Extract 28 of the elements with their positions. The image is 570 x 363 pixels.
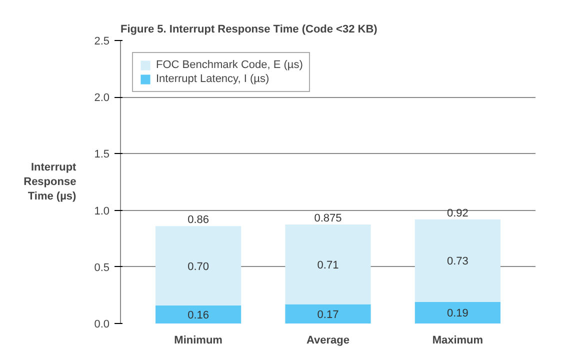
data-label: 0.73 <box>446 256 468 268</box>
data-label: 0.17 <box>317 308 339 321</box>
bar <box>285 224 371 304</box>
bar <box>156 305 242 324</box>
bar <box>414 302 500 324</box>
bar <box>414 219 500 302</box>
x-tick-label: Average <box>306 334 350 346</box>
chart-title: Figure 5. Interrupt Response Time (Code <32 KB) <box>120 24 378 36</box>
y-tick-label: 1.0 <box>94 205 110 218</box>
bar <box>156 226 242 306</box>
data-label: 0.19 <box>446 308 468 320</box>
y-tick-label: 0.5 <box>94 262 110 274</box>
data-label: 0.16 <box>188 309 210 322</box>
y-axis-title: Interrupt Response Time (µs) <box>24 162 77 202</box>
data-label: 0.70 <box>188 260 210 273</box>
total-label: 0.875 <box>314 212 342 224</box>
legend-label: Interrupt Latency, I (µs) <box>156 73 270 85</box>
y-tick-label: 1.5 <box>94 148 110 161</box>
legend-label: FOC Benchmark Code, E (µs) <box>156 59 303 71</box>
data-label: 0.71 <box>317 259 339 272</box>
y-tick-label: 0.0 <box>94 318 110 330</box>
total-label: 0.86 <box>188 214 210 226</box>
x-tick-label: Maximum <box>432 334 484 346</box>
x-tick-label: Minimum <box>174 334 223 346</box>
y-tick-label: 2.5 <box>94 36 110 48</box>
bar <box>285 304 371 324</box>
total-label: 0.92 <box>446 207 468 220</box>
y-tick-label: 2.0 <box>94 92 110 104</box>
